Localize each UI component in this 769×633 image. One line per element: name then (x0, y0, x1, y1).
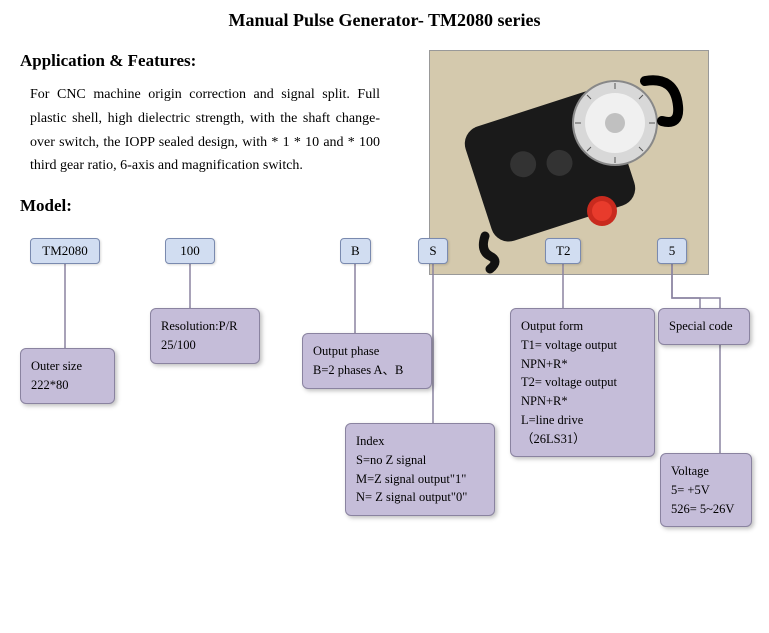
desc-outer: Outer size 222*80 (20, 348, 115, 404)
model-code-s: S (418, 238, 448, 264)
features-body: For CNC machine origin correction and si… (30, 83, 380, 178)
model-code-5: 5 (657, 238, 687, 264)
desc-phase: Output phase B=2 phases A、B (302, 333, 432, 389)
model-code-t2: T2 (545, 238, 581, 264)
model-code-100: 100 (165, 238, 215, 264)
model-diagram: TM2080 100 B S T2 5 Outer size 222*80 Resolutio… (20, 228, 750, 558)
page-title: Manual Pulse Generator- TM2080 series (20, 10, 749, 31)
connector-5b (672, 264, 720, 453)
desc-index: Index S=no Z signal M=Z signal output"1"… (345, 423, 495, 516)
desc-form: Output form T1= voltage output NPN+R* T2… (510, 308, 655, 457)
model-code-b: B (340, 238, 371, 264)
model-code-tm2080: TM2080 (30, 238, 100, 264)
desc-spec: Special code (658, 308, 750, 345)
connector-5 (672, 264, 700, 308)
desc-volt: Voltage 5= +5V 526= 5~26V (660, 453, 752, 527)
desc-res: Resolution:P/R 25/100 (150, 308, 260, 364)
